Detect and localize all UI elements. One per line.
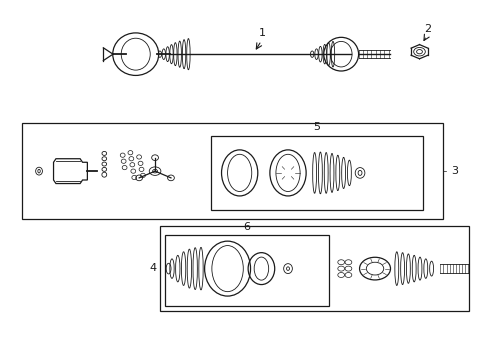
Text: 4: 4 xyxy=(149,262,156,273)
Bar xyxy=(210,136,423,210)
Bar xyxy=(22,123,442,219)
Bar xyxy=(164,235,328,306)
Text: 1: 1 xyxy=(258,28,265,38)
Text: 5: 5 xyxy=(313,122,320,132)
Text: 3: 3 xyxy=(450,166,457,176)
Text: 2: 2 xyxy=(423,24,430,34)
Bar xyxy=(160,226,468,311)
Text: 6: 6 xyxy=(243,222,250,232)
